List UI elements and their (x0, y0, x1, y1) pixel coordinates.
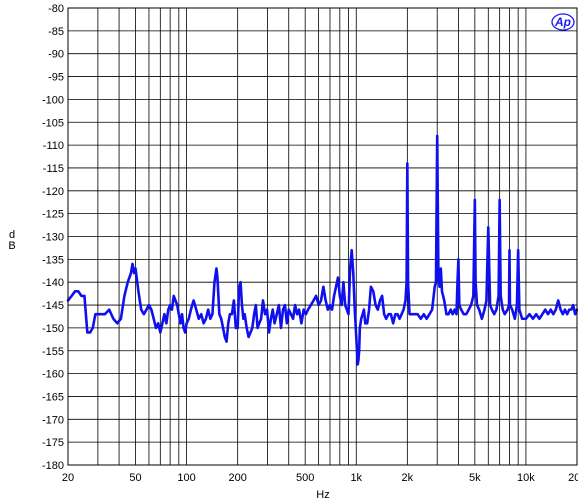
x-tick-labels: 20 50 100 200 500 1k 2k 5k 10k 20k (62, 472, 578, 484)
y-tick-label: -105 (42, 117, 64, 129)
y-tick-label: -100 (42, 94, 64, 106)
y-tick-label: -135 (42, 254, 64, 266)
y-tick-label: -125 (42, 209, 64, 221)
y-tick-label: -160 (42, 369, 64, 381)
x-tick-label: 20 (62, 472, 74, 484)
plot-frame (67, 7, 578, 466)
y-tick-label: -180 (42, 460, 64, 472)
y-tick-label: -145 (42, 300, 64, 312)
y-tick-label: -150 (42, 323, 64, 335)
y-tick-label: -120 (42, 186, 64, 198)
y-tick-label: -80 (48, 3, 64, 15)
y-tick-label: -130 (42, 232, 64, 244)
y-tick-label: -85 (48, 26, 64, 38)
y-tick-label: -175 (42, 437, 64, 449)
y-tick-label: -140 (42, 277, 64, 289)
y-tick-label: -170 (42, 414, 64, 426)
x-tick-label: 100 (177, 472, 195, 484)
x-tick-label: 20k (568, 472, 578, 484)
y-tick-label: -110 (43, 140, 64, 152)
y-tick-label: -90 (48, 49, 64, 61)
y-tick-labels: -80 -85 -90 -95 -100 -105 -110 -115 -120 -125 -130… (42, 3, 64, 472)
x-tick-label: 5k (469, 472, 481, 484)
x-tick-label: 500 (296, 472, 314, 484)
x-tick-label: 1k (350, 472, 362, 484)
x-axis-label: Hz (316, 489, 329, 501)
audio-precision-logo: Ap (551, 13, 575, 31)
y-tick-label: -115 (43, 163, 64, 175)
y-tick-label: -95 (48, 72, 64, 84)
spectrum-series-line (66, 134, 578, 366)
x-tick-label: 2k (402, 472, 414, 484)
svg-text:Ap: Ap (554, 15, 571, 29)
x-tick-label: 200 (228, 472, 246, 484)
x-tick-label: 50 (129, 472, 141, 484)
y-tick-label: -155 (42, 346, 64, 358)
x-tick-label: 10k (517, 472, 535, 484)
y-tick-label: -165 (42, 391, 64, 403)
